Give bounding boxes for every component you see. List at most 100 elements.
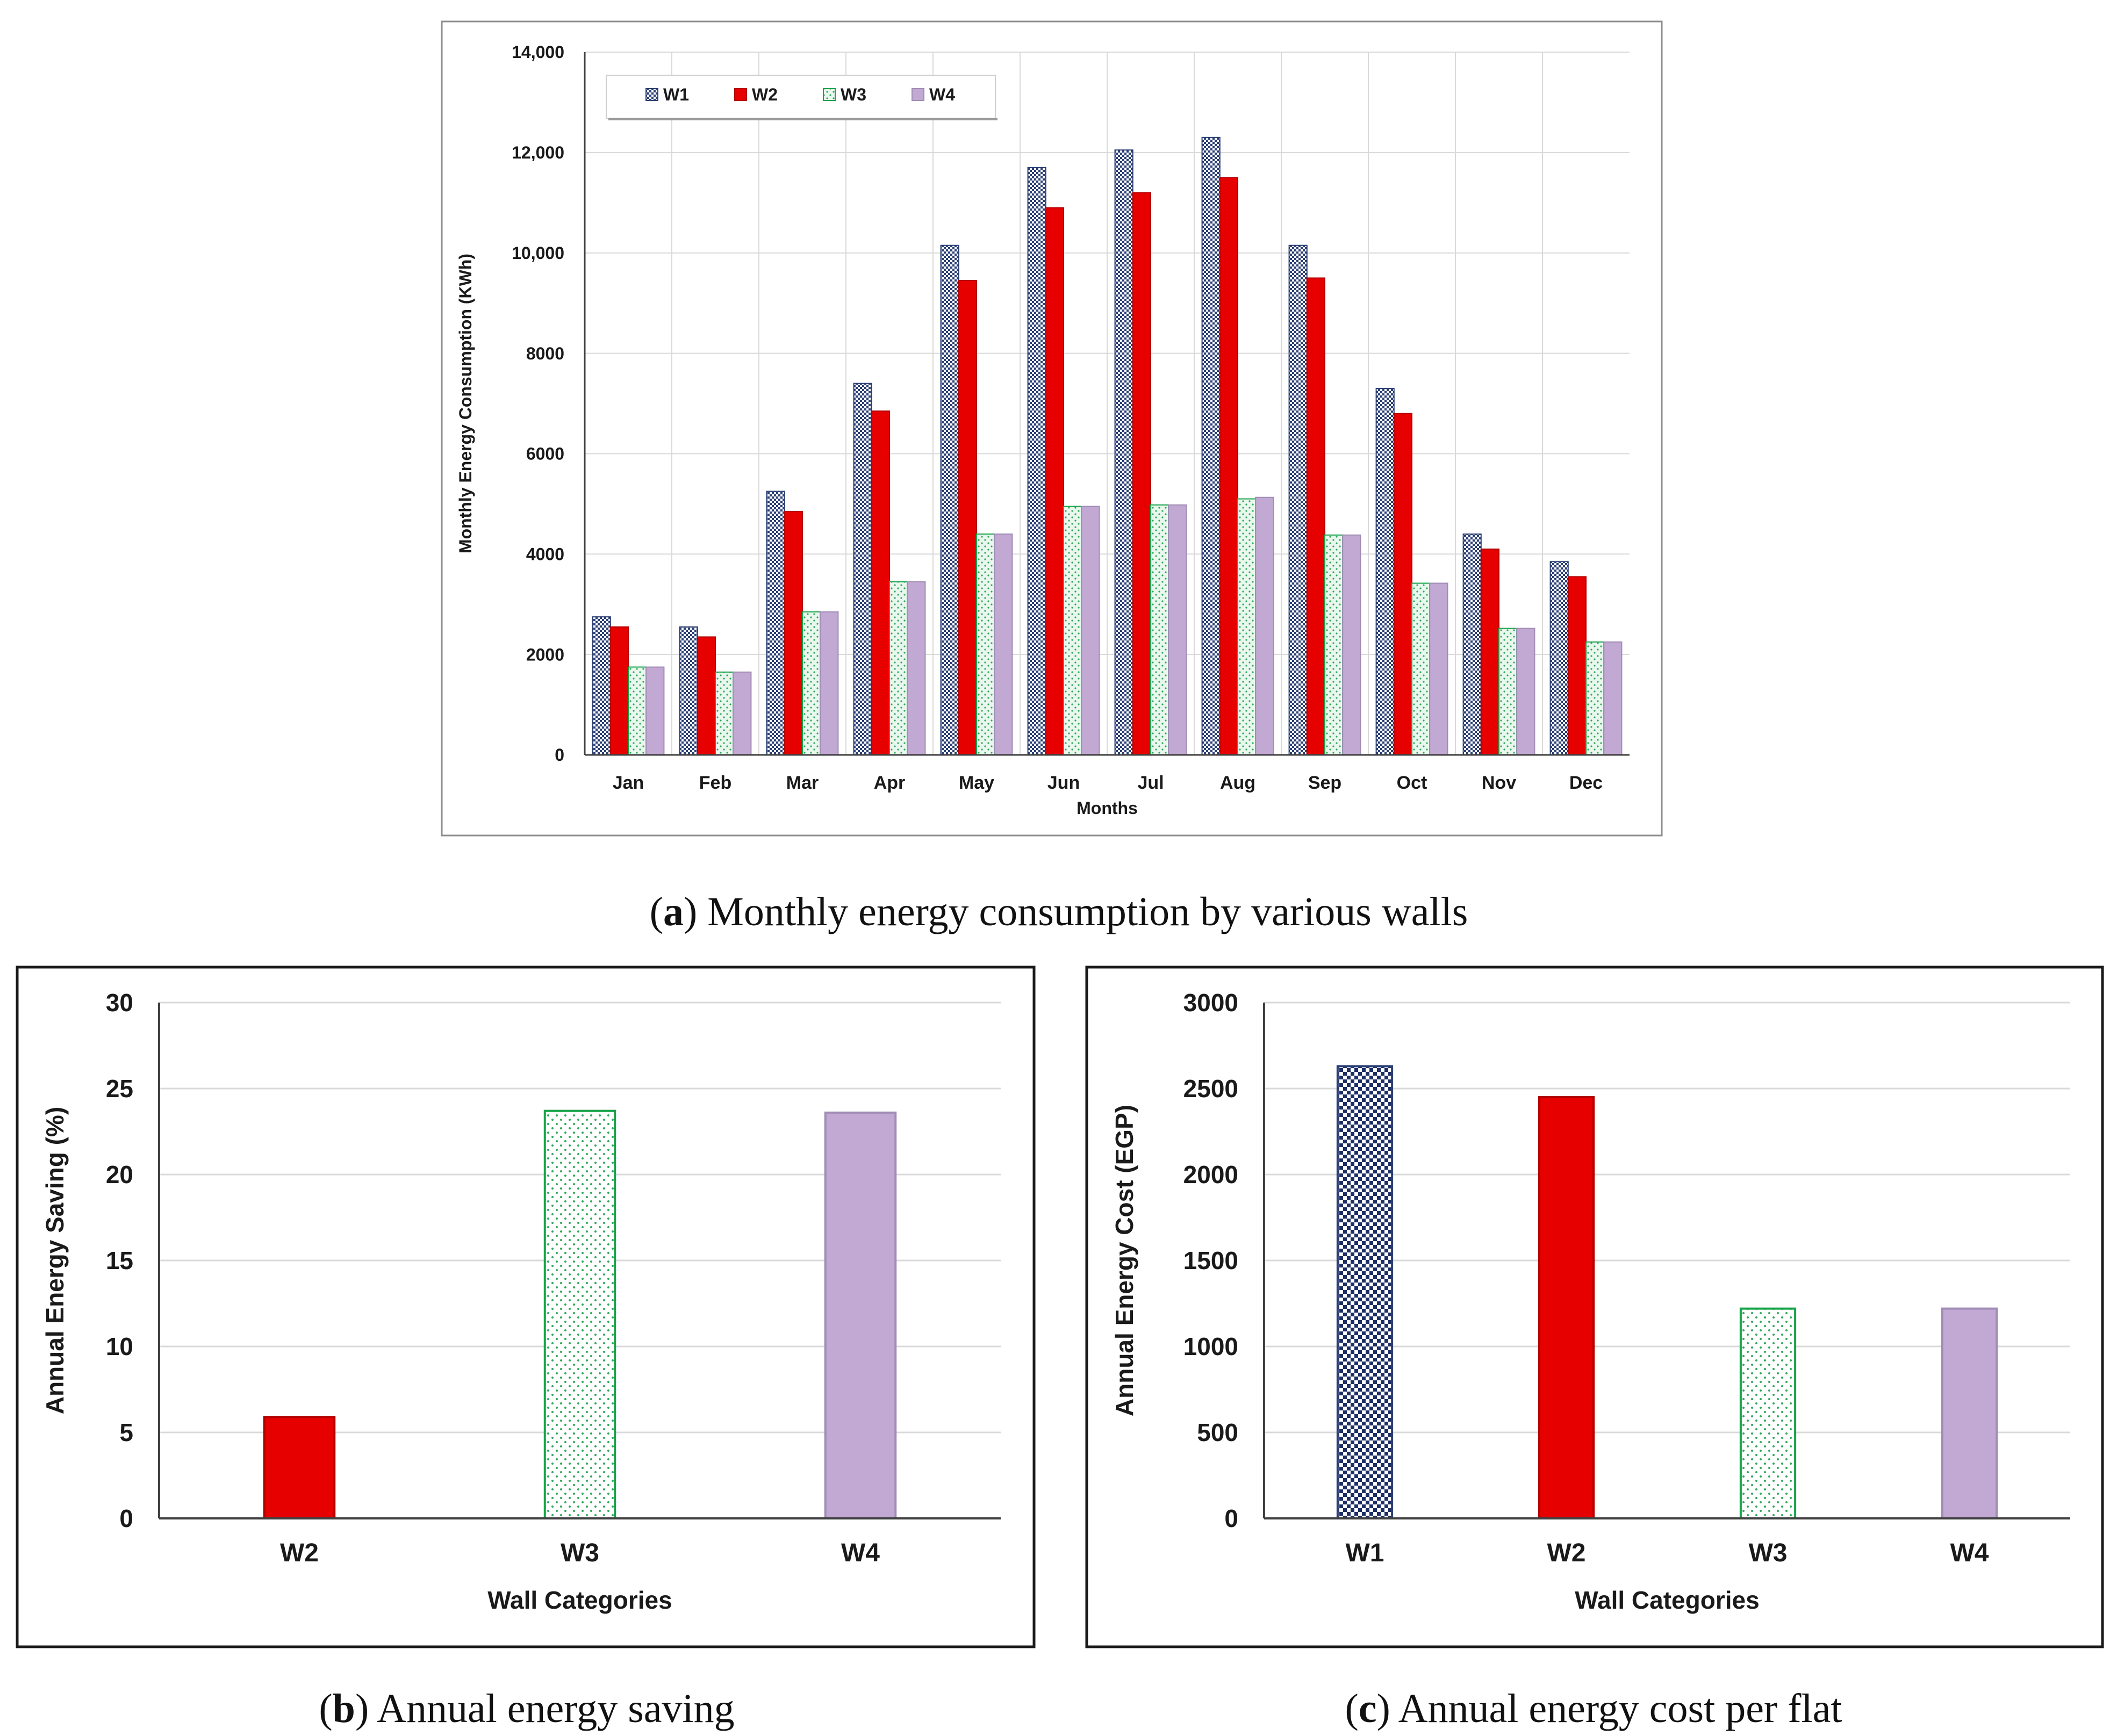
x-tick-label: Jul — [1137, 773, 1164, 793]
bar-w2-mar — [784, 510, 803, 755]
legend-label-w2: W2 — [752, 85, 778, 104]
legend-swatch-w2 — [734, 88, 747, 101]
x-tick-label: W4 — [841, 1539, 880, 1567]
bar-w4-sep — [1342, 534, 1361, 755]
y-tick-label: 5 — [119, 1418, 133, 1446]
legend-box — [606, 75, 996, 119]
y-tick-label: 10 — [106, 1332, 133, 1360]
bar-w4-oct — [1429, 582, 1448, 755]
bar-w4-jan — [645, 666, 665, 755]
bar-w4-nov — [1516, 628, 1535, 756]
y-tick-label: 2000 — [526, 645, 564, 664]
bar-w2-oct — [1393, 413, 1413, 755]
x-tick-label: Jun — [1047, 773, 1080, 793]
bar-w2-may — [958, 280, 978, 755]
bar-w3-jul — [1150, 504, 1169, 755]
y-tick-label: 0 — [555, 745, 564, 765]
x-tick-label: Sep — [1308, 773, 1341, 793]
y-axis-title: Annual Energy Cost (EGP) — [1110, 1105, 1138, 1416]
y-tick-label: 0 — [119, 1504, 133, 1532]
bar-w1-sep — [1288, 244, 1308, 755]
x-tick-label: Apr — [874, 773, 906, 793]
bar-w3-mar — [802, 611, 821, 755]
x-tick-label: Dec — [1569, 773, 1603, 793]
caption-b-text: ) Annual energy saving — [355, 1686, 735, 1731]
legend-swatch-w3 — [823, 88, 836, 101]
bar-w4-dec — [1603, 641, 1623, 756]
bar-w3-feb — [715, 671, 734, 756]
bar-w1-aug — [1201, 136, 1221, 755]
y-tick-label: 6000 — [526, 444, 564, 464]
bar-w2-aug — [1219, 177, 1239, 756]
caption-c-letter: c — [1359, 1686, 1377, 1731]
bar-w1-feb — [679, 626, 698, 756]
bar-w1-mar — [766, 491, 785, 755]
bar-w2-sep — [1306, 277, 1326, 755]
y-tick-label: 20 — [106, 1161, 133, 1188]
y-tick-label: 4000 — [526, 544, 564, 564]
bar-w3-dec — [1585, 641, 1605, 756]
bar-w4-mar — [820, 611, 839, 755]
x-tick-label: W2 — [280, 1539, 319, 1567]
x-tick-label: May — [959, 773, 994, 793]
bar-w4-feb — [733, 671, 752, 756]
y-tick-label: 30 — [106, 989, 133, 1017]
bar-w1-jun — [1027, 167, 1046, 755]
bar-w2-jun — [1045, 207, 1065, 755]
bar-w2 — [263, 1416, 336, 1519]
y-tick-label: 1000 — [1183, 1332, 1238, 1360]
chart-b: 0 5 10 15 20 25 30 W2 W3 W4 Wall Categories Annual … — [41, 989, 1001, 1614]
x-axis-title: Months — [1077, 798, 1138, 818]
bar-w2-nov — [1480, 548, 1500, 755]
x-tick-label: W3 — [1749, 1539, 1788, 1567]
x-tick-label: W4 — [1950, 1539, 1989, 1567]
y-axis-title: Monthly Energy Consumption (KWh) — [456, 254, 475, 553]
bar-w1-nov — [1462, 533, 1482, 756]
bar-w1-jan — [592, 616, 611, 755]
x-tick-label: Jan — [613, 773, 644, 793]
bar-w2-jan — [609, 626, 629, 756]
bar-w4-apr — [907, 581, 926, 755]
bar-w3-jan — [628, 666, 647, 755]
y-tick-label: 1500 — [1183, 1247, 1238, 1274]
legend-swatch-w4 — [912, 88, 924, 101]
caption-a-text: ) Monthly energy consumption by various … — [684, 889, 1468, 934]
legend-label-w4: W4 — [929, 85, 955, 104]
x-tick-label: W1 — [1346, 1539, 1384, 1567]
x-tick-label: Nov — [1482, 773, 1516, 793]
bar-w3-sep — [1324, 534, 1344, 755]
caption-b: (b) Annual energy saving — [319, 1686, 734, 1731]
bar-w4-jul — [1168, 504, 1187, 755]
bar-w2-apr — [871, 410, 891, 755]
bar-w2-dec — [1567, 576, 1587, 756]
x-tick-label: Oct — [1397, 773, 1427, 793]
x-tick-label: Aug — [1220, 773, 1255, 793]
caption-b-letter: b — [333, 1686, 355, 1731]
caption-c: (c) Annual energy cost per flat — [1345, 1686, 1842, 1731]
x-axis-title: Wall Categories — [487, 1586, 672, 1614]
y-tick-label: 10,000 — [512, 243, 564, 263]
bar-w1-dec — [1549, 561, 1569, 756]
bar-w3-aug — [1237, 498, 1257, 755]
y-tick-label: 500 — [1197, 1418, 1238, 1446]
x-tick-label: W3 — [561, 1539, 599, 1567]
bar-w2-feb — [697, 636, 716, 756]
y-tick-label: 8000 — [526, 344, 564, 363]
legend-label-w1: W1 — [663, 85, 689, 104]
bar-w4-may — [994, 533, 1013, 756]
y-tick-label: 2000 — [1183, 1161, 1238, 1188]
bar-w3-nov — [1498, 628, 1518, 756]
bar-w3 — [1739, 1307, 1797, 1520]
caption-a: (a) Monthly energy consumption by variou… — [650, 889, 1468, 934]
bar-w2-jul — [1132, 192, 1152, 756]
bar-w1-jul — [1114, 149, 1133, 756]
caption-c-text: ) Annual energy cost per flat — [1377, 1686, 1842, 1731]
x-axis-title: Wall Categories — [1575, 1586, 1759, 1614]
chart-c: 0 500 1000 1500 2000 2500 3000 W1 W2 W3 W4 Wall Cat… — [1110, 989, 2070, 1614]
bar-w3-oct — [1411, 582, 1431, 755]
bar-w4-aug — [1255, 496, 1274, 755]
y-tick-label: 25 — [106, 1075, 133, 1103]
x-tick-label: W2 — [1547, 1539, 1586, 1567]
bar-w3-jun — [1063, 506, 1082, 755]
